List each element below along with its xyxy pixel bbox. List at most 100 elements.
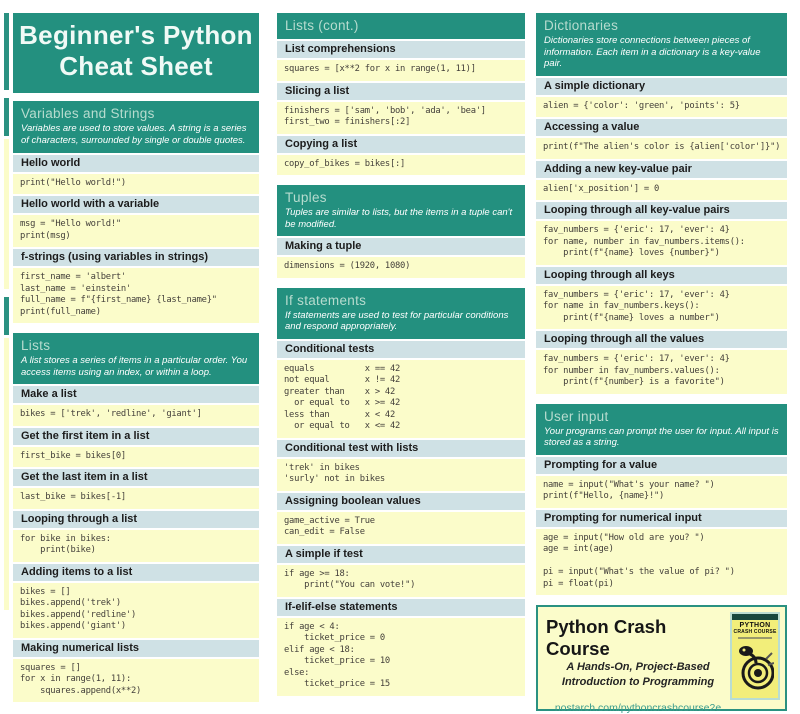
item-label: Conditional test with lists [277, 439, 525, 457]
nostarch-link[interactable]: nostarch.com/pythoncrashcourse2e [554, 702, 722, 714]
book-cover-title-line1: PYTHON [739, 622, 771, 630]
section-header: Variables and Strings Variables are used … [13, 101, 259, 153]
sliver-segment [4, 338, 9, 610]
section-description: Variables are used to store values. A st… [21, 123, 247, 146]
item-label: Accessing a value [536, 119, 787, 137]
code-block: print("Hello world!") [13, 173, 259, 195]
code-block: print(f"The alien's color is {alien['col… [536, 138, 787, 159]
section-title: Dictionaries [544, 18, 619, 33]
section-description: Dictionaries store connections between p… [544, 35, 761, 70]
item-label: Looping through all keys [536, 266, 787, 284]
item-label: Looping through all key-value pairs [536, 202, 787, 220]
item-label: Conditional tests [277, 340, 525, 358]
code-block: fav_numbers = {'eric': 17, 'ever': 4} fo… [536, 285, 787, 330]
book-promo-box: Python Crash Course A Hands-On, Project-… [536, 605, 787, 714]
column-middle: Lists (cont.) List comprehensions squares … [277, 13, 525, 706]
section-description: Tuples are similar to lists, but the ite… [285, 207, 513, 230]
code-block: first_name = 'albert' last_name = 'einst… [13, 268, 259, 324]
section-description: A list stores a series of items in a par… [21, 355, 248, 378]
section-description: If statements are used to test for parti… [285, 309, 509, 333]
code-block: age = input("How old are you? ") age = i… [536, 528, 787, 596]
code-block: name = input("What's your name? ") print… [536, 475, 787, 508]
item-label: Making numerical lists [13, 639, 259, 657]
code-block: copy_of_bikes = bikes[:] [277, 154, 525, 175]
section-user-input: User input Your programs can prompt the u… [536, 403, 787, 598]
book-subtitle-line1: A Hands-On, Project-Based [566, 661, 710, 674]
sections-left: Variables and Strings Variables are used … [13, 101, 259, 712]
item-label: A simple dictionary [536, 77, 787, 95]
section-dictionaries: Dictionaries Dictionaries store connectio… [536, 13, 787, 396]
sliver-segment [4, 98, 9, 136]
page-title: Beginner's Python Cheat Sheet [13, 13, 259, 94]
section-title: Lists [21, 338, 51, 354]
code-block: fav_numbers = {'eric': 17, 'ever': 4} fo… [536, 221, 787, 265]
item-label: Make a list [13, 386, 259, 404]
code-block: if age < 4: ticket_price = 0 elif age < … [277, 617, 525, 696]
section-title: Tuples [285, 190, 327, 205]
item-label: Making a tuple [277, 238, 525, 256]
section-header: User input Your programs can prompt the u… [536, 403, 787, 455]
item-label: Hello world with a variable [13, 196, 259, 214]
section-header: If statements If statements are used to t… [277, 287, 525, 339]
code-block: alien['x_position'] = 0 [536, 179, 787, 201]
sliver-segment [4, 13, 9, 90]
item-label: Prompting for numerical input [536, 509, 787, 527]
item-label: Assigning boolean values [277, 492, 525, 510]
book-cover-illustration [739, 646, 774, 690]
section-variables-and-strings: Variables and Strings Variables are used … [13, 101, 259, 325]
code-block: fav_numbers = {'eric': 17, 'ever': 4} fo… [536, 350, 787, 394]
item-label: Get the first item in a list [13, 427, 259, 445]
item-label: Copying a list [277, 135, 525, 153]
code-block: last_bike = bikes[-1] [13, 488, 259, 509]
book-cover-title-line2: CRASH COURSE [733, 629, 777, 636]
code-block: game_active = True can_edit = False [277, 511, 525, 544]
item-label: A simple if test [277, 545, 525, 563]
book-subtitle: A Hands-On, Project-Based Introduction t… [562, 660, 714, 690]
item-label: Adding items to a list [13, 563, 259, 581]
sliver-segment [4, 139, 9, 289]
code-block: msg = "Hello world!" print(msg) [13, 215, 259, 248]
sections-middle: Lists (cont.) List comprehensions squares … [277, 13, 525, 706]
code-block: dimensions = (1920, 1080) [277, 257, 525, 278]
section-lists-cont: Lists (cont.) List comprehensions squares … [277, 13, 525, 177]
section-tuples: Tuples Tuples are similar to lists, but t… [277, 185, 525, 280]
section-title: Variables and Strings [21, 106, 155, 122]
section-header: Lists A list stores a series of items in … [13, 333, 259, 385]
code-block: for bike in bikes: print(bike) [13, 529, 259, 562]
page-title-line1: Beginner's Python [19, 20, 253, 50]
book-cover-rule [738, 637, 772, 640]
book-cover-banner [732, 614, 778, 621]
sections-right: Dictionaries Dictionaries store connectio… [536, 13, 787, 605]
code-block: bikes = ['trek', 'redline', 'giant'] [13, 405, 259, 426]
book-title: Python Crash Course [546, 616, 667, 660]
item-label: List comprehensions [277, 41, 525, 58]
column-right: Dictionaries Dictionaries store connectio… [536, 13, 787, 714]
item-label: Slicing a list [277, 82, 525, 100]
item-label: Hello world [13, 154, 259, 172]
section-title: If statements [285, 292, 367, 308]
item-label: Looping through all the values [536, 331, 787, 349]
code-block: bikes = [] bikes.append('trek') bikes.ap… [13, 582, 259, 638]
code-block: if age >= 18: print("You can vote!") [277, 564, 525, 597]
code-block: squares = [] for x in range(1, 11): squa… [13, 658, 259, 703]
item-label: If-elif-else statements [277, 598, 525, 616]
code-block: equals x == 42 not equal x != 42 greater… [277, 359, 525, 438]
code-block: first_bike = bikes[0] [13, 446, 259, 468]
book-promo-text: Python Crash Course A Hands-On, Project-… [546, 612, 730, 714]
sliver-segment [4, 297, 9, 335]
section-header: Dictionaries Dictionaries store connectio… [536, 13, 787, 76]
section-header: Lists (cont.) [277, 13, 525, 39]
section-title: Lists (cont.) [285, 18, 359, 33]
item-label: Adding a new key-value pair [536, 160, 787, 178]
section-title: User input [544, 408, 609, 424]
book-subtitle-line2: Introduction to Programming [561, 676, 715, 689]
item-label: Get the last item in a list [13, 469, 259, 487]
code-block: 'trek' in bikes 'surly' not in bikes [277, 458, 525, 491]
item-label: Prompting for a value [536, 456, 787, 474]
section-lists: Lists A list stores a series of items in … [13, 333, 259, 704]
section-header: Tuples Tuples are similar to lists, but t… [277, 185, 525, 237]
code-block: squares = [x**2 for x in range(1, 11)] [277, 60, 525, 81]
page-title-line2: Cheat Sheet [59, 51, 213, 82]
code-block: finishers = ['sam', 'bob', 'ada', 'bea']… [277, 101, 525, 134]
item-label: f-strings (using variables in strings) [13, 249, 259, 267]
